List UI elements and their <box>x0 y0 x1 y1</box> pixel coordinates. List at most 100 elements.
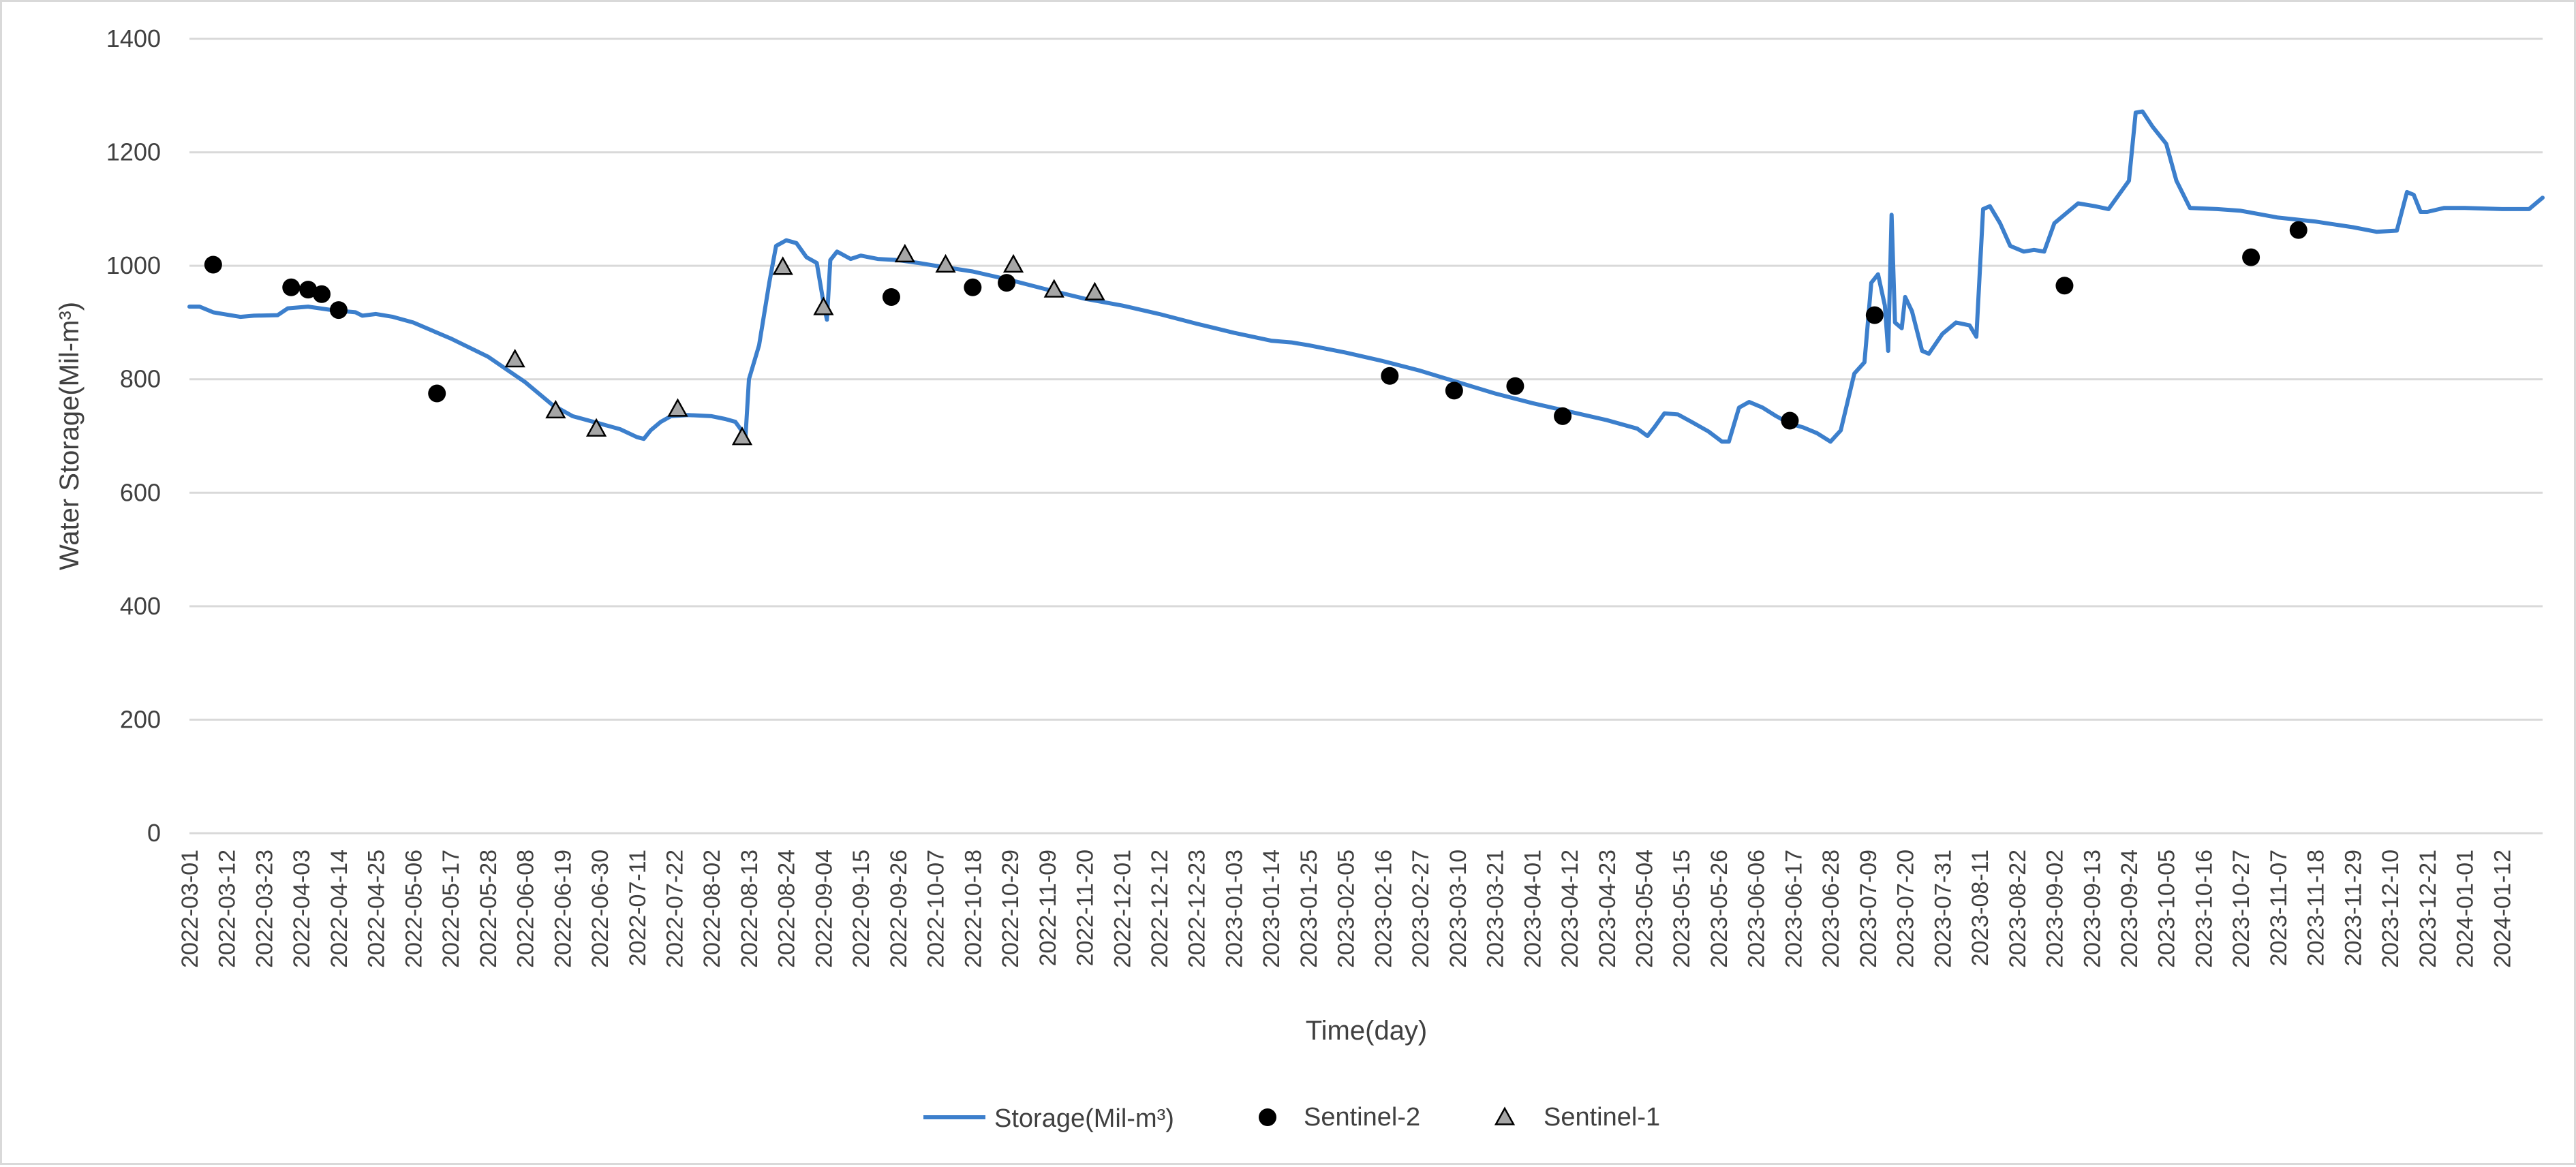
sentinel-1-point <box>667 398 688 417</box>
sentinel-2-point <box>1554 407 1572 425</box>
sentinel-1-point <box>935 253 956 273</box>
x-tick-label: 2022-06-08 <box>513 850 539 968</box>
x-tick-label: 2022-05-28 <box>476 850 502 968</box>
sentinel-1-point <box>585 418 607 437</box>
x-tick-label: 2022-04-03 <box>289 850 315 968</box>
sentinel-2-point <box>329 301 348 320</box>
storage-series-line <box>187 109 2545 444</box>
x-tick-label: 2023-04-23 <box>1595 850 1621 968</box>
x-tick-label: 2022-12-23 <box>1184 850 1210 968</box>
sentinel-2-point <box>1781 411 1799 430</box>
x-tick-label: 2022-11-09 <box>1035 850 1061 966</box>
x-tick-label: 2023-12-10 <box>2378 850 2404 968</box>
sentinel-1-point <box>1002 253 1024 273</box>
x-tick-label: 2023-05-15 <box>1669 850 1695 968</box>
gridlines <box>189 37 2543 835</box>
x-tick-label: 2022-07-11 <box>625 850 651 966</box>
sentinel-1-point <box>545 399 566 419</box>
x-tick-label: 2023-09-02 <box>2042 850 2068 968</box>
x-tick-label: 2023-11-29 <box>2340 850 2366 966</box>
sentinel-2-point <box>882 287 900 306</box>
x-tick-label: 2023-10-16 <box>2191 850 2217 968</box>
y-axis-title: Water Storage(Mil-m³) <box>55 302 85 570</box>
x-tick-label: 2023-05-26 <box>1706 850 1732 968</box>
x-tick-label: 2023-03-10 <box>1445 850 1471 968</box>
x-tick-label: 2022-06-19 <box>550 850 576 968</box>
x-tick-label: 2022-10-07 <box>923 850 949 968</box>
x-tick-label: 2023-10-05 <box>2154 850 2180 968</box>
x-axis-title: Time(day) <box>1306 1016 1428 1046</box>
x-tick-label: 2022-09-15 <box>848 850 874 968</box>
x-tick-label: 2023-06-06 <box>1744 850 1770 968</box>
x-tick-label: 2023-04-12 <box>1557 850 1583 968</box>
x-tick-label: 2023-09-13 <box>2079 850 2105 968</box>
x-tick-label: 2022-03-23 <box>251 850 277 968</box>
sentinel-2-point <box>428 384 446 403</box>
legend-sentinel-1-label: Sentinel-1 <box>1544 1103 1660 1132</box>
x-tick-label: 2022-10-29 <box>998 850 1024 968</box>
sentinel-2-point <box>1445 382 1463 400</box>
x-tick-label: 2023-02-05 <box>1334 850 1360 968</box>
x-tick-label: 2023-11-07 <box>2266 850 2292 966</box>
sentinel-2-point <box>1865 306 1884 324</box>
x-tick-label: 2024-01-12 <box>2489 850 2515 968</box>
x-tick-label: 2023-01-25 <box>1296 850 1322 968</box>
x-tick-label: 2022-07-22 <box>662 850 688 968</box>
x-tick-label: 2022-05-06 <box>401 850 427 968</box>
x-tick-label: 2023-03-21 <box>1483 850 1509 968</box>
sentinel-1-point <box>772 256 793 275</box>
sentinel-1-point <box>894 243 915 263</box>
sentinel-1-point <box>1043 279 1064 298</box>
sentinel-2-point <box>1381 367 1399 385</box>
x-tick-label: 2023-12-21 <box>2415 850 2441 968</box>
y-tick-label: 400 <box>120 592 161 620</box>
legend: Storage(Mil-m³) Sentinel-2 Sentinel-1 <box>923 1103 1660 1133</box>
legend-sentinel-2-label: Sentinel-2 <box>1304 1103 1420 1132</box>
x-axis-ticks: 2022-03-01 2022-03-12 2022-03-23 2022-04-03… <box>177 850 2515 968</box>
sentinel-2-point <box>313 285 331 303</box>
sentinel-2-point <box>282 278 301 296</box>
x-tick-label: 2022-08-24 <box>774 850 800 968</box>
x-tick-label: 2022-11-20 <box>1073 850 1099 966</box>
x-tick-label: 2023-01-14 <box>1259 850 1285 968</box>
sentinel-2-point <box>204 255 222 274</box>
x-tick-label: 2023-07-31 <box>1930 850 1956 968</box>
x-tick-label: 2024-01-01 <box>2453 850 2479 968</box>
sentinel-1-point <box>1084 281 1105 300</box>
sentinel-2-point <box>299 281 318 299</box>
sentinel-1-point <box>813 296 834 315</box>
x-tick-label: 2023-10-27 <box>2228 850 2254 968</box>
y-tick-label: 1000 <box>106 251 161 279</box>
x-tick-label: 2022-03-01 <box>177 850 203 968</box>
sentinel-2-point <box>1506 377 1524 395</box>
sentinel-1-point <box>731 426 753 446</box>
x-tick-label: 2022-08-13 <box>737 850 763 968</box>
x-tick-label: 2023-08-22 <box>2005 850 2031 968</box>
sentinel-2-point <box>2055 277 2074 295</box>
y-tick-label: 800 <box>120 365 161 393</box>
x-tick-label: 2022-08-02 <box>699 850 725 968</box>
x-tick-label: 2023-01-03 <box>1221 850 1247 968</box>
x-tick-label: 2023-06-17 <box>1781 850 1807 968</box>
sentinel-2-point <box>2289 221 2307 239</box>
x-tick-label: 2022-09-26 <box>886 850 912 968</box>
x-tick-label: 2023-02-27 <box>1408 850 1434 968</box>
x-tick-label: 2023-09-24 <box>2117 850 2143 968</box>
x-tick-label: 2023-08-11 <box>1967 850 1993 966</box>
y-tick-label: 200 <box>120 705 161 733</box>
x-tick-label: 2022-04-14 <box>326 850 352 968</box>
sentinel-1-point <box>504 348 525 368</box>
x-tick-label: 2022-12-12 <box>1147 850 1173 968</box>
legend-storage-label: Storage(Mil-m³) <box>994 1104 1174 1133</box>
sentinel-2-point <box>998 274 1016 292</box>
y-tick-label: 1400 <box>106 25 161 52</box>
x-tick-label: 2022-03-12 <box>215 850 241 968</box>
x-tick-label: 2023-07-09 <box>1856 850 1882 968</box>
x-tick-label: 2022-06-30 <box>587 850 613 968</box>
sentinel-2-point <box>2242 248 2260 266</box>
x-tick-label: 2023-11-18 <box>2303 850 2329 966</box>
legend-sentinel-1-swatch <box>1494 1106 1516 1125</box>
plot-area <box>187 109 2545 446</box>
